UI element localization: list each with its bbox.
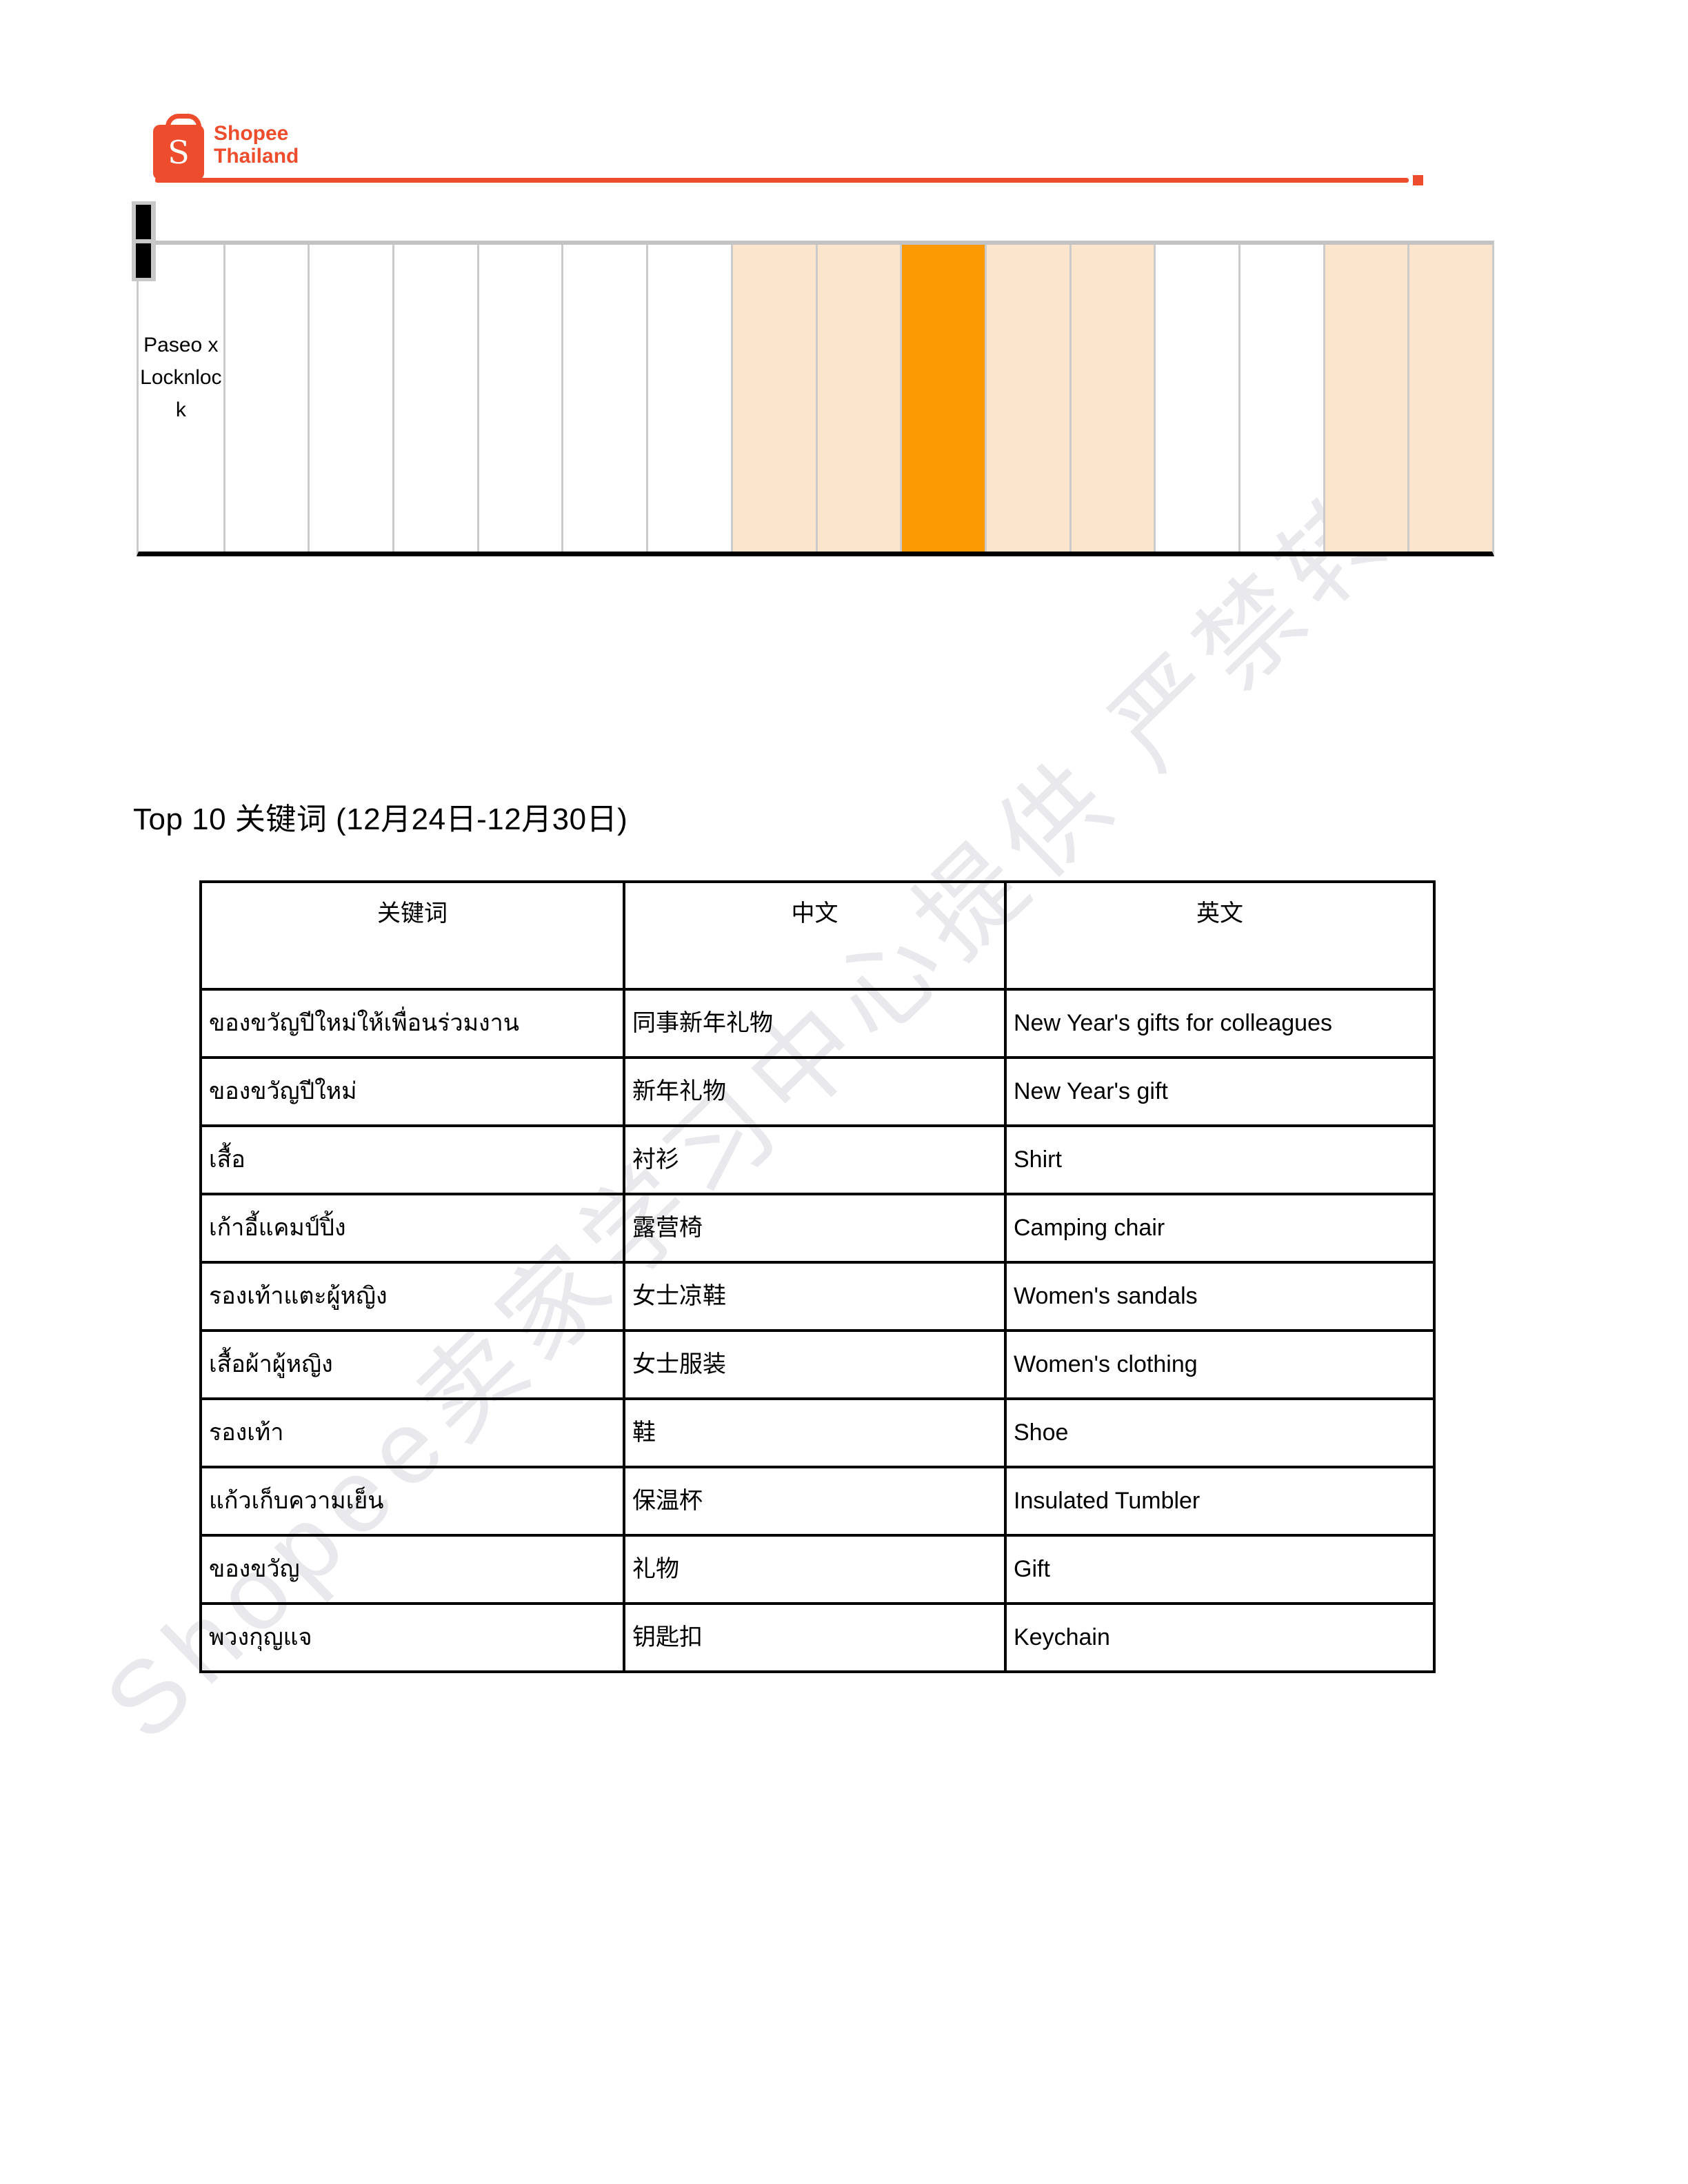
keyword-row-6: เสื้อผ้าผู้หญิง 女士服装 Women's clothing [199, 1329, 1436, 1400]
cell-chinese: 鞋 [623, 1397, 1007, 1468]
brand-line2: Thailand [214, 145, 299, 168]
selection-artifact [132, 201, 156, 281]
cell-english: Keychain [1004, 1602, 1436, 1673]
grid-column-2 [223, 245, 308, 552]
cell-english: Camping chair [1004, 1193, 1436, 1264]
keyword-row-5: รองเท้าแตะผู้หญิง 女士凉鞋 Women's sandals [199, 1261, 1436, 1332]
keyword-row-9: ของขวัญ 礼物 Gift [199, 1534, 1436, 1605]
cell-english: Insulated Tumbler [1004, 1466, 1436, 1537]
grid-column-5 [476, 245, 562, 552]
grid-cell-label: Paseo x Locknlock [140, 334, 222, 421]
cell-keyword: ของขวัญปีใหม่ให้เพื่อนร่วมงาน [199, 988, 625, 1059]
brand-divider-line [155, 178, 1409, 183]
cell-english: Women's sandals [1004, 1261, 1436, 1332]
grid-column-4 [392, 245, 477, 552]
cell-keyword: รองเท้าแตะผู้หญิง [199, 1261, 625, 1332]
keyword-table-header-row: 关键词 中文 英文 [199, 880, 1436, 991]
cell-keyword: เสื้อผ้าผู้หญิง [199, 1329, 625, 1400]
keyword-row-8: แก้วเก็บความเย็น 保温杯 Insulated Tumbler [199, 1466, 1436, 1537]
header-english: 英文 [1004, 880, 1436, 991]
cell-keyword: เสื้อ [199, 1124, 625, 1195]
header-keyword: 关键词 [199, 880, 625, 991]
keyword-row-2: ของขวัญปีใหม่ 新年礼物 New Year's gift [199, 1056, 1436, 1127]
bag-letter: S [168, 134, 190, 171]
cell-chinese: 女士服装 [623, 1329, 1007, 1400]
campaign-grid-table: Paseo x Locknlock [137, 241, 1494, 556]
cursor-bar-top [136, 205, 151, 239]
grid-column-9 [815, 245, 901, 552]
cell-english: Gift [1004, 1534, 1436, 1605]
cell-chinese: 露营椅 [623, 1193, 1007, 1264]
grid-column-12 [1069, 245, 1154, 552]
cell-chinese: 女士凉鞋 [623, 1261, 1007, 1332]
cell-english: New Year's gifts for colleagues [1004, 988, 1436, 1059]
cell-keyword: เก้าอี้แคมป์ปิ้ง [199, 1193, 625, 1264]
cell-english: Shoe [1004, 1397, 1436, 1468]
header-chinese: 中文 [623, 880, 1007, 991]
grid-column-1: Paseo x Locknlock [139, 245, 223, 552]
grid-column-14 [1238, 245, 1323, 552]
cell-chinese: 保温杯 [623, 1466, 1007, 1537]
cell-chinese: 衬衫 [623, 1124, 1007, 1195]
keyword-row-10: พวงกุญแจ 钥匙扣 Keychain [199, 1602, 1436, 1673]
keyword-row-4: เก้าอี้แคมป์ปิ้ง 露营椅 Camping chair [199, 1193, 1436, 1264]
bag-handle [165, 114, 201, 142]
brand-line1: Shopee [214, 122, 289, 145]
cell-keyword: ของขวัญ [199, 1534, 625, 1605]
grid-column-11 [984, 245, 1069, 552]
cell-keyword: แก้วเก็บความเย็น [199, 1466, 625, 1537]
cursor-bar-bottom [136, 243, 151, 278]
cell-chinese: 同事新年礼物 [623, 988, 1007, 1059]
cell-keyword: ของขวัญปีใหม่ [199, 1056, 625, 1127]
grid-column-16 [1407, 245, 1492, 552]
keyword-row-7: รองเท้า鞋 Shoe [199, 1397, 1436, 1468]
grid-column-3 [308, 245, 392, 552]
cell-chinese: 钥匙扣 [623, 1602, 1007, 1673]
grid-column-10 [900, 245, 985, 552]
cell-english: New Year's gift [1004, 1056, 1436, 1127]
cell-chinese: 新年礼物 [623, 1056, 1007, 1127]
brand-text: Shopee Thailand [214, 122, 299, 180]
shopee-logo: S Shopee Thailand [153, 112, 299, 180]
keyword-row-1: ของขวัญปีใหม่ให้เพื่อนร่วมงาน 同事新年礼物 New Y… [199, 988, 1436, 1059]
cell-keyword: รองเท้า [199, 1397, 625, 1468]
grid-column-7 [646, 245, 731, 552]
cell-english: Shirt [1004, 1124, 1436, 1195]
grid-column-13 [1154, 245, 1238, 552]
cell-english: Women's clothing [1004, 1329, 1436, 1400]
cell-keyword: พวงกุญแจ [199, 1602, 625, 1673]
cell-chinese: 礼物 [623, 1534, 1007, 1605]
brand-divider-dot [1413, 175, 1423, 185]
shopee-bag-icon: S [153, 114, 204, 180]
keyword-row-3: เสื้อ 衬衫 Shirt [199, 1124, 1436, 1195]
keyword-table: 关键词 中文 英文 ของขวัญปีใหม่ให้เพื่อนร่วมงาน同… [199, 880, 1436, 1673]
grid-column-15 [1323, 245, 1408, 552]
page-title: Top 10 关键词 (12月24日-12月30日) [133, 802, 628, 836]
grid-column-6 [561, 245, 646, 552]
grid-column-8 [730, 245, 816, 552]
